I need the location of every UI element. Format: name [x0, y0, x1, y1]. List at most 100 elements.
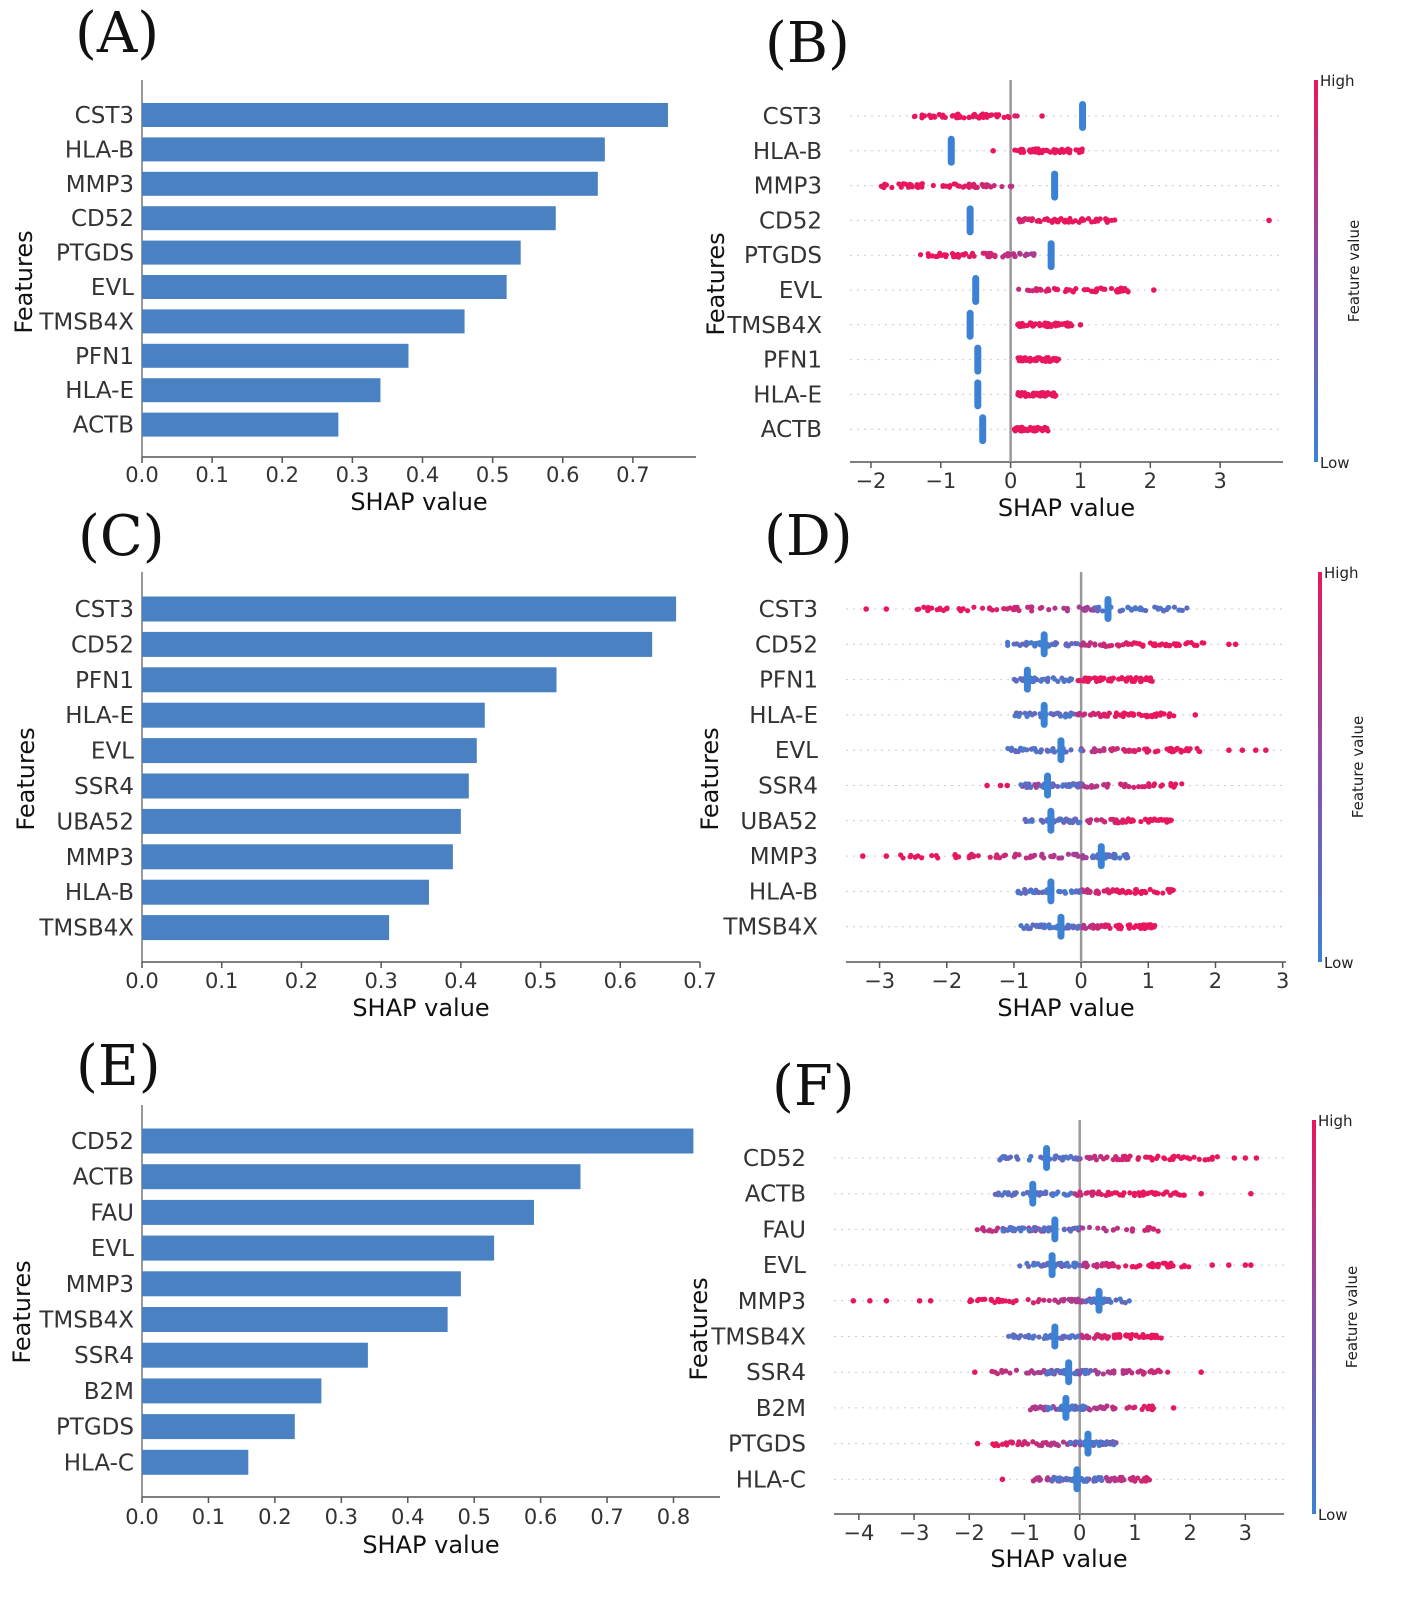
point-low: [1117, 855, 1123, 861]
bar-cst3: [142, 596, 677, 622]
point-high: [1092, 748, 1098, 754]
panel-b: (B) Features SHAP value −2 −1 0 1 2 3 CST3 HLA-B MM…: [702, 11, 1363, 522]
point-low: [1026, 1157, 1032, 1163]
point-low: [1069, 782, 1075, 788]
colorbar-gradient: [1318, 572, 1322, 962]
point-high: [1118, 1477, 1125, 1484]
low-cluster: [974, 344, 982, 375]
point-high: [1202, 1157, 1208, 1163]
point-high: [957, 114, 963, 120]
bar-evl: [142, 1235, 495, 1261]
point-high: [1151, 889, 1157, 895]
point-high: [919, 855, 925, 861]
point-high: [1104, 713, 1111, 719]
point-high: [1120, 713, 1126, 720]
point-high: [1112, 746, 1118, 752]
point-high: [1061, 218, 1067, 224]
point-high: [1088, 923, 1094, 929]
point-high: [881, 181, 888, 187]
y-tick-label: TMSB4X: [710, 1325, 806, 1351]
point-high: [1036, 1442, 1042, 1448]
point-high: [1027, 393, 1033, 399]
point-high: [930, 113, 936, 119]
point-high: [1129, 641, 1135, 647]
y-tick-label: CD52: [755, 632, 818, 658]
y-tick-label: PFN1: [75, 668, 134, 694]
point-low: [1005, 745, 1011, 752]
point-low: [1082, 1370, 1088, 1376]
point-high: [982, 1296, 988, 1302]
y-tick-label: PFN1: [759, 668, 818, 694]
beeswarm-row-hla-e: [850, 379, 1283, 410]
beeswarm-row-evl: [846, 737, 1286, 764]
point-low: [1059, 1368, 1066, 1374]
beeswarm-row-ptgds: [850, 240, 1283, 271]
point-low: [1026, 1227, 1032, 1233]
y-tick-label: HLA-E: [65, 378, 134, 404]
point-high: [1103, 1475, 1110, 1481]
point-high: [1129, 1226, 1136, 1232]
colorbar-title: Feature value: [1349, 716, 1367, 818]
y-tick-label: UBA52: [740, 809, 818, 835]
point-high: [1111, 1335, 1118, 1341]
point-high: [1020, 148, 1026, 154]
point-high: [1106, 890, 1112, 896]
point-high: [1143, 1474, 1149, 1481]
x-tick-label: 0.1: [192, 1505, 225, 1529]
point-low: [1070, 925, 1076, 931]
point-high: [1105, 1369, 1111, 1375]
point-high: [997, 1298, 1003, 1304]
point-high: [1032, 426, 1038, 432]
point-high: [1191, 1154, 1197, 1160]
point-high: [1106, 1261, 1113, 1267]
point-high: [1036, 1296, 1042, 1303]
point-high: [1104, 219, 1110, 225]
x-tick-label: 1: [1142, 969, 1155, 993]
colorbar-low-label: Low: [1324, 954, 1354, 972]
low-cluster: [1040, 631, 1048, 658]
point-high: [1014, 147, 1020, 154]
y-tick-label: B2M: [84, 1379, 134, 1405]
point-high: [1076, 678, 1082, 684]
point-high: [1194, 642, 1200, 649]
point-low: [1117, 608, 1123, 614]
low-cluster: [966, 309, 974, 340]
point-low: [1012, 713, 1018, 719]
point-high: [1089, 1155, 1095, 1161]
point-high: [1186, 1264, 1192, 1270]
point-low: [1099, 608, 1106, 614]
point-high: [1131, 747, 1137, 754]
y-tick-label: CD52: [759, 208, 822, 234]
bar-hla-b: [142, 879, 429, 905]
y-tick-label: CST3: [759, 597, 818, 623]
x-axis-label: SHAP value: [990, 1545, 1127, 1573]
x-tick-label: 0.6: [546, 463, 579, 487]
point-high: [1124, 287, 1130, 294]
colorbar-low-label: Low: [1318, 1506, 1348, 1524]
point-high: [1149, 1156, 1156, 1162]
point-high: [1082, 711, 1088, 717]
panel-label: (B): [765, 11, 850, 76]
x-axis-label: SHAP value: [350, 488, 487, 516]
bar-hla-c: [142, 1449, 249, 1475]
point-low: [1068, 1440, 1074, 1446]
point-low: [1110, 854, 1116, 860]
x-tick-label: 0.5: [457, 1505, 490, 1529]
point-high: [943, 254, 949, 260]
point-outlier: [859, 853, 866, 859]
point-high: [1031, 322, 1037, 328]
low-cluster: [972, 275, 980, 305]
panel-e: (E) Features SHAP value 0.0 0.1 0.2 0.3 0.4 0.5 0…: [8, 1034, 720, 1559]
point-high: [1196, 1156, 1202, 1162]
point-high: [1093, 817, 1100, 823]
point-low: [1018, 782, 1024, 788]
point-high: [1027, 355, 1033, 361]
point-high: [1013, 1298, 1019, 1304]
point-low: [1184, 605, 1190, 611]
point-low: [1008, 745, 1015, 751]
point-low: [1044, 677, 1050, 683]
point-high: [1104, 1403, 1110, 1409]
low-cluster: [1047, 878, 1055, 905]
point-high: [1083, 678, 1090, 684]
point-high: [974, 1227, 980, 1233]
